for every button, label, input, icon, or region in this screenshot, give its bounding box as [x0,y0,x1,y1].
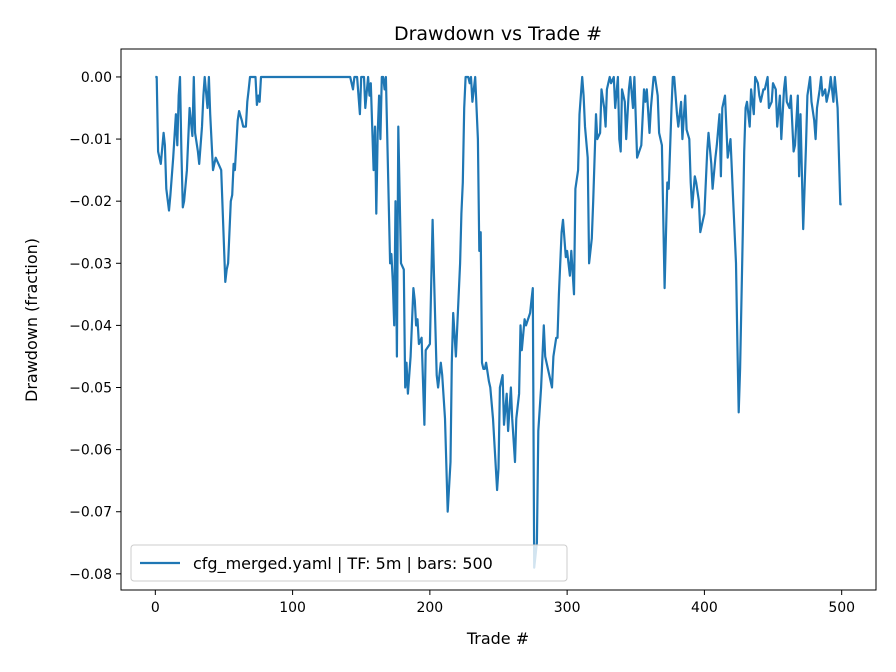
x-tick-label: 300 [554,600,581,616]
legend: cfg_merged.yaml | TF: 5m | bars: 500 [130,544,568,582]
y-tick-label: −0.08 [69,567,112,583]
y-tick-label: −0.01 [69,132,112,148]
plot-frame [120,48,877,591]
series-line [155,75,842,569]
x-tick-label: 400 [691,600,718,616]
x-axis-label: Trade # [466,629,529,648]
x-tick-label: 500 [828,600,855,616]
legend-label: cfg_merged.yaml | TF: 5m | bars: 500 [193,554,493,574]
y-tick-label: −0.05 [69,381,112,397]
y-tick-label: 0.00 [81,70,112,86]
chart-title: Drawdown vs Trade # [394,23,602,45]
y-tick-label: −0.04 [69,318,112,334]
x-tick-label: 200 [416,600,443,616]
y-tick-label: −0.03 [69,256,112,272]
x-tick-label: 100 [279,600,306,616]
y-tick-label: −0.07 [69,505,112,521]
x-tick-label: 0 [151,600,160,616]
legend-box [130,544,568,582]
y-axis-label: Drawdown (fraction) [22,238,41,402]
y-tick-label: −0.06 [69,443,112,459]
y-tick-label: −0.02 [69,194,112,210]
